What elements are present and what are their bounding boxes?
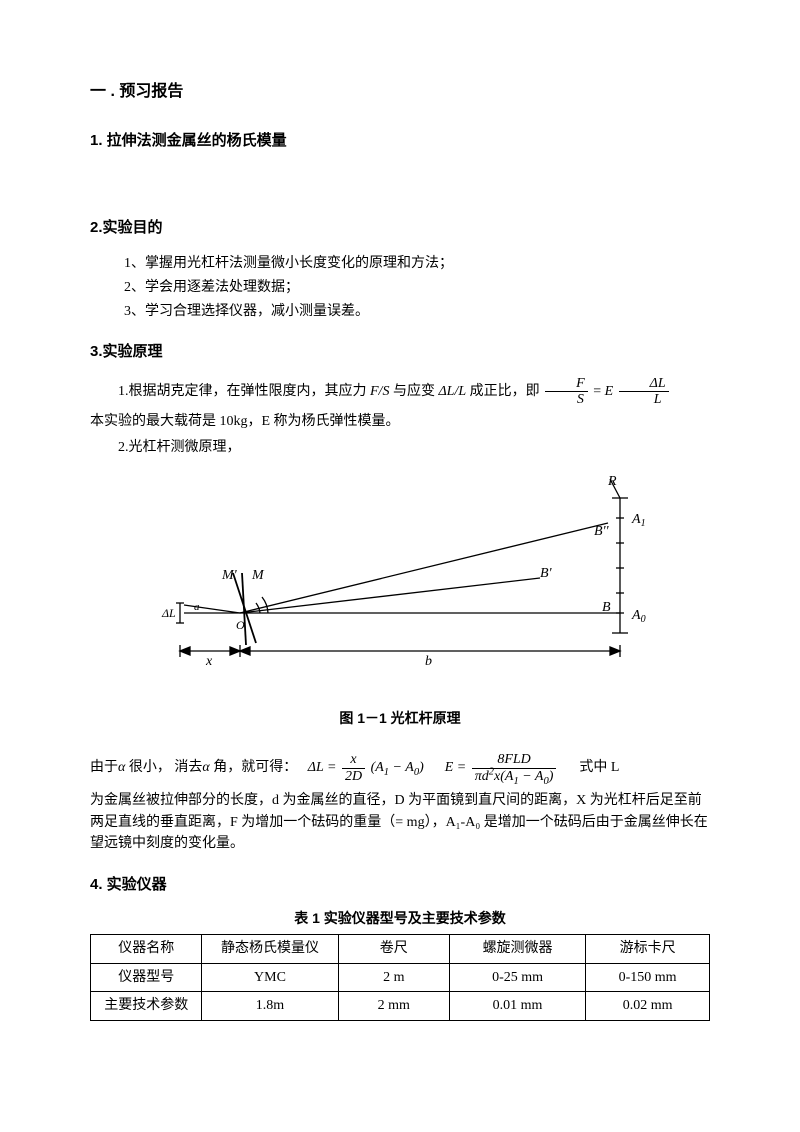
document-page: 一 . 预习报告 1. 拉伸法测金属丝的杨氏模量 2.实验目的 1、掌握用光杠杆… (0, 0, 800, 1132)
inline-formula-dll: ΔL/L (438, 384, 466, 399)
table-cell: 0.02 mm (586, 992, 710, 1021)
fig-label-m: M (251, 568, 265, 583)
table-cell: 仪器名称 (91, 934, 202, 963)
spacer (90, 166, 710, 194)
eq-e-den: πd2x(A1 − A0) (472, 769, 557, 784)
hooke-fraction-left: FS (545, 376, 588, 408)
table-cell: 0.01 mm (449, 992, 585, 1021)
eq-dl-den: 2D (342, 769, 365, 784)
text-fragment: 由于 (90, 760, 118, 775)
fig-label-a1: A1 (631, 512, 646, 529)
fig-label-a0: A0 (631, 608, 646, 625)
section-3-title: 3.实验原理 (90, 340, 710, 363)
table-cell: 螺旋测微器 (449, 934, 585, 963)
heading-main: 一 . 预习报告 (90, 80, 710, 105)
text-fragment: 式中 L (579, 760, 619, 775)
eq-e-lhs: E = (445, 760, 470, 775)
table-cell: 仪器型号 (91, 963, 202, 992)
fig-label-bpp: B'' (594, 524, 610, 539)
derivation-para-2: 为金属丝被拉伸部分的长度，d 为金属丝的直径，D 为平面镜到直尺间的距离，X 为… (90, 790, 710, 855)
text-fragment: 与应变 (389, 384, 438, 399)
fig-label-b: B (602, 600, 611, 615)
fig-label-bdim: b (425, 654, 432, 669)
principle-para-1: 1.根据胡克定律，在弹性限度内，其应力 F/S 与应变 ΔL/L 成正比，即 F… (90, 376, 710, 408)
hooke-e: E (605, 384, 614, 399)
alpha-sym: α (118, 760, 125, 775)
section-4-title: 4. 实验仪器 (90, 873, 710, 896)
eq-e-frac: 8FLD πd2x(A1 − A0) (472, 752, 557, 784)
principle-para-3: 2.光杠杆测微原理， (90, 437, 710, 459)
table-cell: 静态杨氏模量仪 (202, 934, 338, 963)
table-cell: 2 mm (338, 992, 449, 1021)
eq-e-num: 8FLD (472, 752, 557, 768)
optical-lever-svg: R A1 A0 B'' B' B M M' O ΔL a x b (140, 473, 660, 683)
section-2-title: 2.实验目的 (90, 216, 710, 239)
fig-label-mp: M' (221, 568, 238, 583)
table-cell: YMC (202, 963, 338, 992)
figure-optical-lever: R A1 A0 B'' B' B M M' O ΔL a x b (90, 473, 710, 691)
eq-dl-num: x (342, 752, 365, 768)
table-row: 仪器名称 静态杨氏模量仪 卷尺 螺旋测微器 游标卡尺 (91, 934, 710, 963)
inline-formula-fs: F/S (370, 384, 389, 399)
text-fragment: 1.根据胡克定律，在弹性限度内，其应力 (118, 384, 370, 399)
table-row: 主要技术参数 1.8m 2 mm 0.01 mm 0.02 mm (91, 992, 710, 1021)
principle-para-2: 本实验的最大载荷是 10kg，E 称为杨氏弹性模量。 (90, 411, 710, 433)
eq-dl-frac: x 2D (342, 752, 365, 784)
table-caption: 表 1 实验仪器型号及主要技术参数 (90, 908, 710, 930)
fig-label-bp: B' (540, 566, 553, 581)
alpha-sym: α (202, 760, 209, 775)
table-row: 仪器型号 YMC 2 m 0-25 mm 0-150 mm (91, 963, 710, 992)
fig-label-o: O (236, 618, 245, 632)
instrument-table: 仪器名称 静态杨氏模量仪 卷尺 螺旋测微器 游标卡尺 仪器型号 YMC 2 m … (90, 934, 710, 1021)
equals-sign: = (593, 384, 604, 399)
table-cell: 2 m (338, 963, 449, 992)
eq-dl-rhs: (A1 − A0) (371, 760, 424, 775)
section-1-title: 1. 拉伸法测金属丝的杨氏模量 (90, 129, 710, 152)
table-cell: 卷尺 (338, 934, 449, 963)
table-cell: 主要技术参数 (91, 992, 202, 1021)
table-cell: 游标卡尺 (586, 934, 710, 963)
objectives-list: 1、掌握用光杠杆法测量微小长度变化的原理和方法； 2、学会用逐差法处理数据； 3… (90, 253, 710, 322)
text-fragment: 成正比，即 (466, 384, 540, 399)
text-fragment: 很小， 消去 (129, 760, 203, 775)
eq-dl-lhs: ΔL = (308, 760, 340, 775)
fig-label-dl: ΔL (161, 606, 176, 620)
table-cell: 1.8m (202, 992, 338, 1021)
objective-item: 2、学会用逐差法处理数据； (124, 277, 710, 299)
table-cell: 0-25 mm (449, 963, 585, 992)
hooke-fraction-right: ΔLL (619, 376, 669, 408)
table-cell: 0-150 mm (586, 963, 710, 992)
text-fragment: 角，就可得： (213, 760, 297, 775)
fig-label-r: R (607, 474, 617, 489)
fig-label-x: x (205, 654, 213, 669)
derivation-line-1: 由于α 很小， 消去α 角，就可得： ΔL = x 2D (A1 − A0) E… (90, 752, 710, 784)
objective-item: 1、掌握用光杠杆法测量微小长度变化的原理和方法； (124, 253, 710, 275)
figure-caption: 图 1－1 光杠杆原理 (90, 708, 710, 730)
objective-item: 3、学习合理选择仪器，减小测量误差。 (124, 301, 710, 323)
fig-label-a: a (194, 601, 200, 613)
